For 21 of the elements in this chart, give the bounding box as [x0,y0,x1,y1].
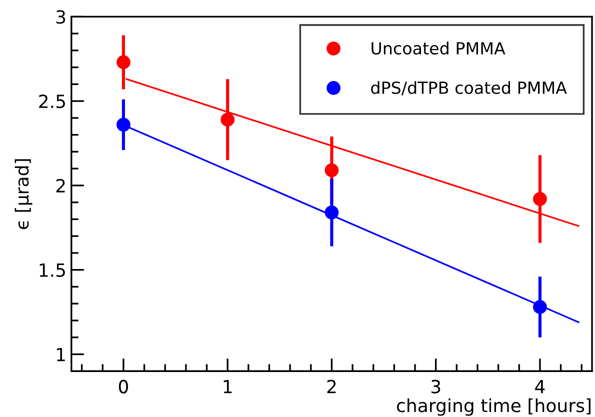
point [533,300,547,314]
point [220,112,235,127]
y-tick-label: 1.5 [40,264,65,277]
x-tick-label: 4 [535,380,545,394]
point [116,55,130,70]
x-tick-label: 3 [431,380,440,394]
point [116,118,130,132]
legend-label: dPS/dTPB coated PMMA [371,81,567,96]
x-tick-label: 0 [118,380,128,394]
x-tick-label: 1 [224,380,232,394]
y-tick-label: 2.5 [39,94,65,108]
y-tick-label: 3 [56,10,66,24]
point [324,163,339,178]
point [533,192,547,206]
y-axis-title: ϵ [μrad] [14,159,32,230]
y-tick-label: 2 [56,178,65,192]
y-tick-label: 1 [57,348,65,362]
legend-label: Uncoated PMMA [372,42,506,55]
x-tick-label: 2 [327,380,336,394]
x-axis-title: charging time [hours] [396,398,590,416]
point [324,206,339,220]
